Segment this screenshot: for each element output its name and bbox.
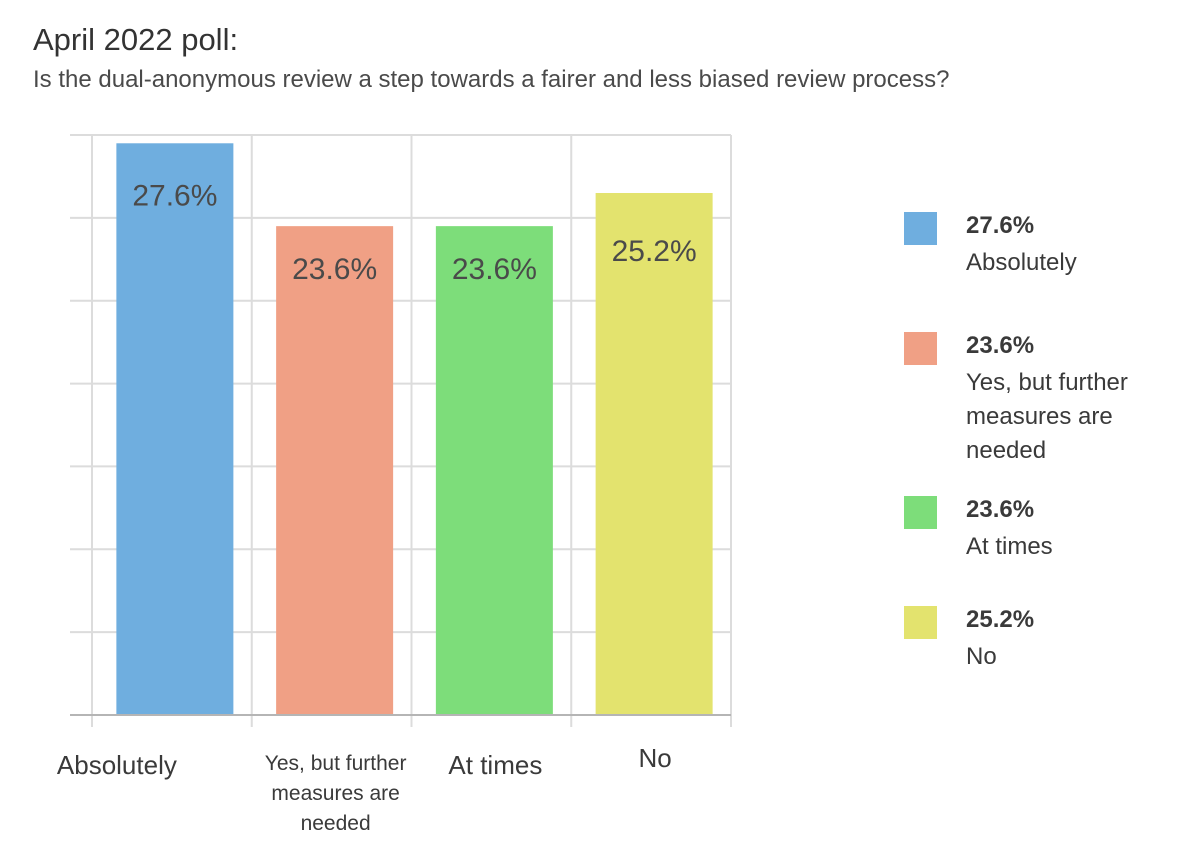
data-label: 23.6% [452, 253, 537, 286]
chart-title: April 2022 poll: [33, 22, 239, 57]
data-label: 27.6% [132, 179, 217, 212]
legend-swatch [904, 496, 937, 529]
data-label: 23.6% [292, 253, 377, 286]
bar [435, 226, 553, 715]
category-label: No [639, 743, 672, 773]
bar [276, 226, 394, 715]
legend-label: Absolutely [966, 249, 1077, 276]
legend-percent: 27.6% [966, 212, 1035, 239]
legend-percent: 25.2% [966, 606, 1035, 633]
category-label: At times [448, 750, 542, 780]
legend-label: At times [966, 533, 1053, 560]
bar-chart: 27.6% 23.6% 23.6% 25.2% Absolutely Yes, but f… [57, 134, 732, 835]
category-label: Absolutely [57, 750, 177, 780]
chart-subtitle: Is the dual-anonymous review a step towa… [33, 66, 950, 93]
bar [595, 193, 713, 715]
legend-label: No [966, 643, 997, 670]
legend-swatch [904, 212, 937, 245]
legend-percent: 23.6% [966, 496, 1035, 523]
legend-swatch [904, 332, 937, 365]
bar [116, 143, 234, 716]
legend-label: Yes, but further measures are needed [966, 369, 1128, 464]
data-label: 25.2% [612, 235, 697, 268]
category-label: Yes, but further measures are needed [265, 752, 407, 835]
legend-swatch [904, 606, 937, 639]
legend-percent: 23.6% [966, 332, 1035, 359]
